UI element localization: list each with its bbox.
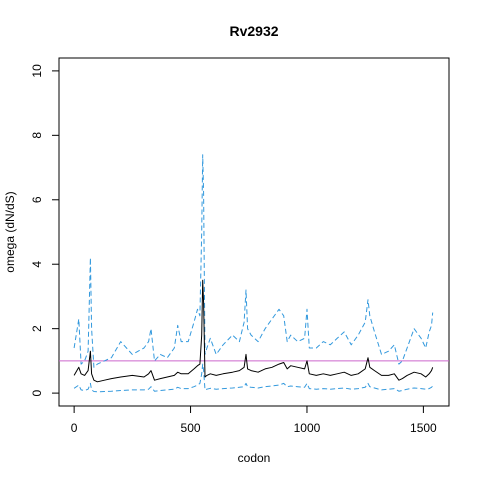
series-line-upper bbox=[73, 154, 434, 368]
series-line-mean bbox=[73, 279, 434, 383]
chart-title: Rv2932 bbox=[229, 23, 278, 39]
y-tick-label: 0 bbox=[30, 389, 44, 396]
x-axis-label: codon bbox=[238, 451, 271, 465]
y-tick-label: 6 bbox=[30, 196, 44, 203]
series-line-lower bbox=[73, 363, 434, 393]
y-axis-label: omega (dN/dS) bbox=[3, 191, 17, 272]
y-tick-label: 8 bbox=[30, 132, 44, 139]
x-tick-label: 0 bbox=[71, 421, 78, 435]
y-tick-label: 4 bbox=[30, 261, 44, 268]
y-tick-label: 10 bbox=[30, 64, 44, 78]
plot-area: 0 500 1000 1500 0 2 4 6 8 10 bbox=[30, 57, 450, 435]
x-tick-label: 1500 bbox=[410, 421, 437, 435]
y-tick-label: 2 bbox=[30, 325, 44, 332]
x-tick-label: 500 bbox=[181, 421, 201, 435]
x-tick-label: 1000 bbox=[294, 421, 321, 435]
plot-frame bbox=[58, 57, 450, 407]
